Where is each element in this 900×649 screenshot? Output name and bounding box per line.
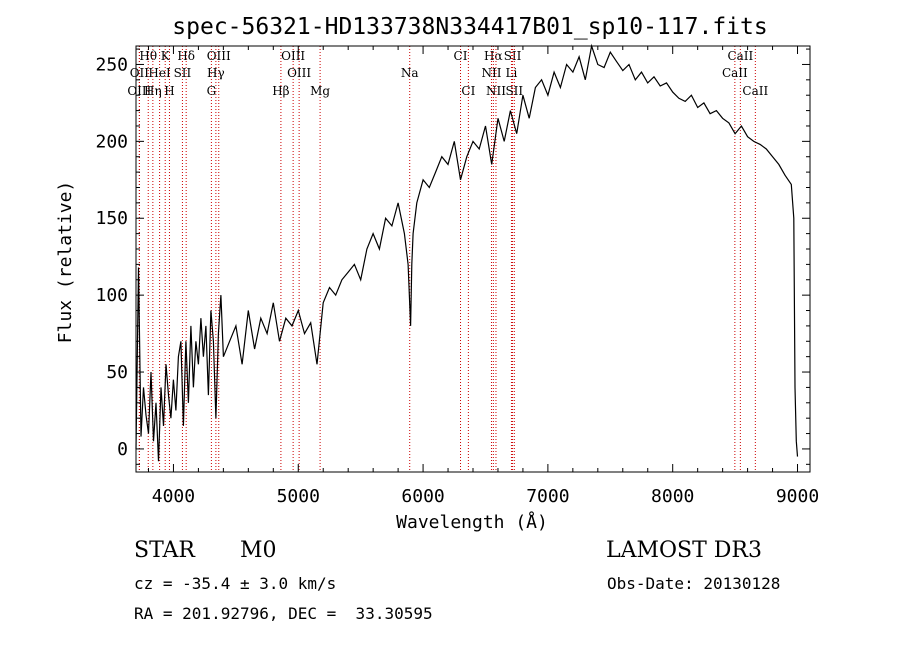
flux-line — [135, 43, 799, 462]
axis-ticks: 4000 5000 6000 7000 8000 9000 0 50 100 150 200 250 — [95, 46, 819, 507]
marker-label: K — [161, 49, 171, 63]
y-tick-label: 150 — [95, 208, 128, 229]
marker-label: SII — [174, 66, 192, 80]
marker-label: CaII — [727, 49, 753, 63]
x-tick-label: 7000 — [526, 486, 569, 507]
marker-label: SII — [505, 84, 523, 98]
marker-label: Hβ — [272, 84, 289, 98]
marker-label: CI — [461, 84, 475, 98]
marker-label: Hη — [144, 84, 162, 98]
marker-label: OIII — [287, 66, 311, 80]
marker-label: Hδ — [177, 49, 195, 63]
y-axis-label: Flux (relative) — [55, 181, 76, 344]
x-tick-label: 8000 — [651, 486, 694, 507]
coordinates: RA = 201.92796, DEC = 33.30595 — [134, 604, 433, 623]
x-tick-label: 6000 — [401, 486, 444, 507]
marker-label: Li — [506, 66, 518, 80]
spectrum-chart: spec-56321-HD133738N334417B01_sp10-117.f… — [55, 14, 819, 533]
marker-label: Mg — [310, 84, 330, 98]
y-tick-label: 100 — [95, 285, 128, 306]
y-tick-label: 0 — [117, 439, 128, 460]
marker-label: NII — [481, 66, 501, 80]
x-axis-label: Wavelength (Å) — [396, 511, 548, 533]
marker-label: CI — [454, 49, 468, 63]
marker-label: CaII — [722, 66, 748, 80]
obs-date: Obs-Date: 20130128 — [607, 574, 781, 593]
marker-label: OIII — [127, 84, 151, 98]
marker-label: CaII — [742, 84, 768, 98]
marker-label: HeI — [148, 66, 171, 80]
y-tick-label: 200 — [95, 131, 128, 152]
plot-frame — [135, 45, 811, 473]
marker-label: Hθ — [139, 49, 157, 63]
survey-name: LAMOST DR3 — [606, 538, 762, 563]
marker-label: OIII — [207, 49, 231, 63]
marker-label: NII — [486, 84, 506, 98]
x-tick-label: 5000 — [277, 486, 320, 507]
x-tick-label: 9000 — [776, 486, 819, 507]
marker-label: OIII — [281, 49, 305, 63]
object-subclass: M0 — [240, 538, 277, 563]
object-type: STAR — [134, 538, 195, 563]
y-tick-label: 50 — [106, 362, 128, 383]
marker-label: SII — [504, 49, 522, 63]
marker-label: G — [207, 84, 217, 98]
marker-label: H — [164, 84, 174, 98]
spectrum-series — [135, 43, 799, 462]
x-tick-label: 4000 — [152, 486, 195, 507]
y-tick-label: 250 — [95, 54, 128, 75]
chart-title: spec-56321-HD133738N334417B01_sp10-117.f… — [172, 14, 767, 40]
marker-label: Hγ — [207, 66, 225, 80]
marker-label: Na — [401, 66, 419, 80]
marker-label: Hα — [484, 49, 503, 63]
redshift-value: cz = -35.4 ± 3.0 km/s — [134, 574, 337, 593]
